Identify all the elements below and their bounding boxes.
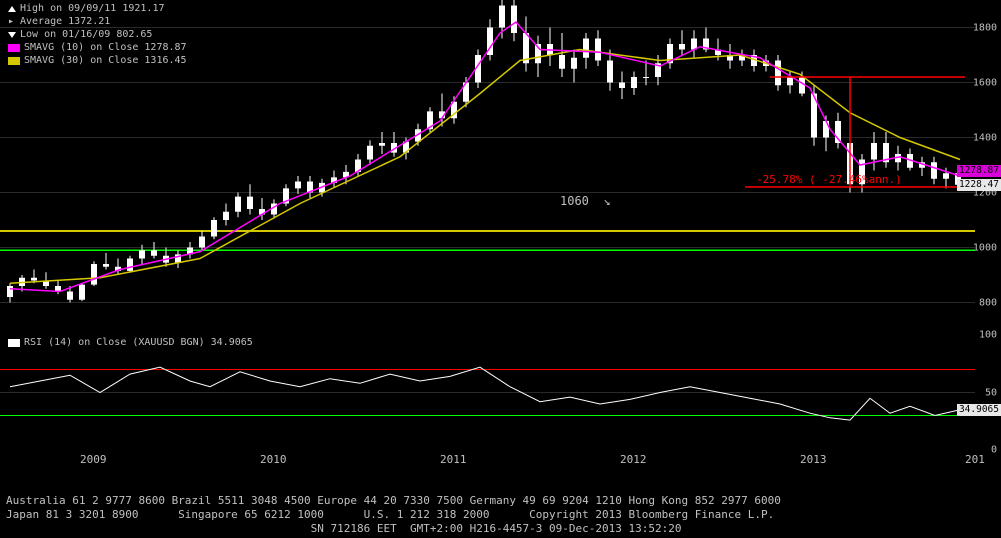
- x-tick: 2013: [800, 453, 827, 466]
- y-tick: 1800: [973, 22, 997, 33]
- y-tick: 1400: [973, 132, 997, 143]
- x-axis: 2009 2010 2011 2012 2013 201: [0, 453, 1001, 473]
- y-tick: 800: [979, 297, 997, 308]
- x-tick: 2012: [620, 453, 647, 466]
- legend-low: Low on 01/16/09 802.65: [20, 28, 152, 41]
- decline-annotation: -25.78% ( -27.46%ann.): [756, 173, 902, 186]
- rsi-label: RSI (14) on Close (XAUUSD BGN) 34.9065: [24, 337, 253, 348]
- legend-high: High on 09/09/11 1921.17: [20, 2, 165, 15]
- price-tag: 1278.87: [957, 165, 1001, 177]
- x-tick: 2011: [440, 453, 467, 466]
- y-axis: 80010001200140016001800050100: [975, 0, 1001, 450]
- footer: Australia 61 2 9777 8600 Brazil 5511 304…: [0, 492, 1001, 538]
- x-tick: 2009: [80, 453, 107, 466]
- rsi-chart: RSI (14) on Close (XAUUSD BGN) 34.9065: [0, 335, 975, 450]
- rsi-y-tick: 100: [979, 330, 997, 341]
- legend-avg: Average 1372.21: [20, 15, 110, 28]
- legend-sma10: SMAVG (10) on Close 1278.87: [24, 41, 187, 54]
- footer-line2: Japan 81 3 3201 8900 Singapore 65 6212 1…: [6, 508, 995, 522]
- rsi-tag: 34.9065: [957, 404, 1001, 416]
- chart-legend: High on 09/09/11 1921.17 ▸Average 1372.2…: [8, 2, 187, 67]
- y-tick: 1000: [973, 242, 997, 253]
- price-tag: 1228.47: [957, 179, 1001, 191]
- x-tick: 201: [965, 453, 985, 466]
- note-1060: 1060 ↘: [560, 194, 611, 208]
- price-chart: High on 09/09/11 1921.17 ▸Average 1372.2…: [0, 0, 975, 330]
- footer-line3: SN 712186 EET GMT+2:00 H216-4457-3 09-De…: [6, 522, 995, 536]
- footer-line1: Australia 61 2 9777 8600 Brazil 5511 304…: [6, 494, 995, 508]
- y-tick: 1600: [973, 77, 997, 88]
- x-tick: 2010: [260, 453, 287, 466]
- legend-sma30: SMAVG (30) on Close 1316.45: [24, 54, 187, 67]
- rsi-y-tick: 50: [985, 387, 997, 398]
